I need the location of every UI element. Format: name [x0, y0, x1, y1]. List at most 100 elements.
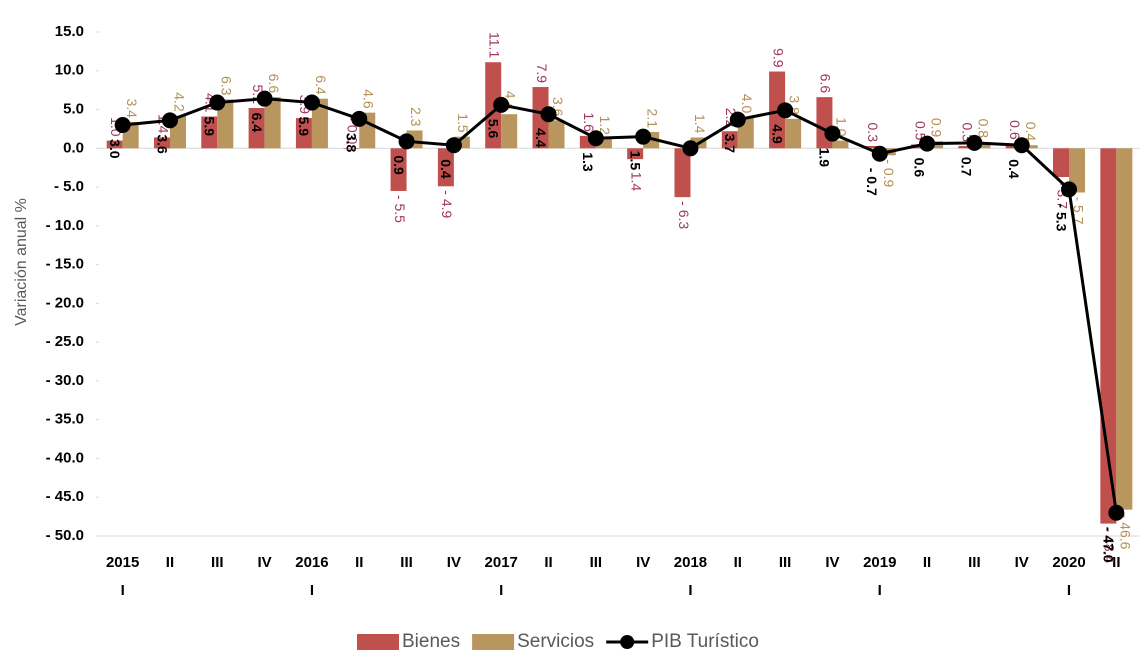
- x-tick-label: II: [544, 554, 552, 571]
- bar: [106, 140, 123, 149]
- line-marker: [919, 135, 936, 152]
- y-tick-label: - 15.0: [46, 256, 84, 273]
- bar: [437, 148, 454, 187]
- line-marker: [351, 110, 368, 127]
- bar: [958, 145, 975, 149]
- x-tick-label: I: [688, 582, 692, 599]
- line-marker: [729, 111, 746, 128]
- line-marker: [1061, 181, 1078, 198]
- value-label: 6.3: [219, 76, 235, 96]
- line-marker: [682, 140, 699, 157]
- bar: [311, 98, 328, 149]
- value-label: - 0.7: [864, 168, 880, 196]
- value-label: - 46.6: [1118, 514, 1134, 550]
- value-label: 3.7: [722, 134, 738, 154]
- bar: [627, 148, 644, 160]
- value-label: 1.6: [581, 112, 597, 132]
- value-label: - 5.3: [1053, 203, 1069, 231]
- value-label: 4.0: [739, 94, 755, 114]
- x-tick-label: IV: [1015, 554, 1029, 571]
- value-label: 2.1: [644, 109, 660, 129]
- bar: [1021, 145, 1038, 149]
- x-tick-label: IV: [447, 554, 461, 571]
- value-label: 0.7: [959, 157, 975, 177]
- line-marker: [635, 128, 652, 145]
- value-label: 5.9: [296, 117, 312, 137]
- x-tick-label: II: [734, 554, 742, 571]
- value-label: 0.4: [438, 159, 454, 179]
- value-label: 1.5: [455, 113, 471, 133]
- x-tick-label: II: [166, 554, 174, 571]
- value-label: 0.4: [1006, 159, 1022, 179]
- value-label: 9.9: [770, 48, 786, 68]
- bar: [201, 116, 218, 149]
- x-tick-label: III: [968, 554, 981, 571]
- bar: [674, 148, 691, 198]
- x-tick-label: IV: [258, 554, 272, 571]
- bar: [1116, 148, 1133, 510]
- value-label: 2.3: [408, 107, 424, 127]
- line-marker: [871, 145, 888, 162]
- y-tick-label: - 25.0: [46, 333, 84, 350]
- y-tick-label: - 20.0: [46, 294, 84, 311]
- line-marker: [445, 137, 462, 154]
- x-tick-label: IV: [825, 554, 839, 571]
- y-axis-title: Variación anual %: [13, 198, 30, 326]
- bar: [595, 139, 612, 149]
- legend-label: PIB Turístico: [651, 631, 759, 652]
- value-label: 4.2: [171, 92, 187, 112]
- bar: [832, 140, 849, 149]
- bar: [974, 142, 991, 149]
- x-tick-label: III: [779, 554, 792, 571]
- legend-label: Bienes: [402, 631, 460, 652]
- x-tick-label: I: [499, 582, 503, 599]
- y-tick-label: - 30.0: [46, 372, 84, 389]
- x-tick-label: II: [355, 554, 363, 571]
- x-tick-label: II: [1112, 554, 1120, 571]
- line-marker: [587, 130, 604, 147]
- value-label: - 47.0: [1101, 527, 1117, 563]
- x-tick-label: I: [310, 582, 314, 599]
- value-label: 0.9: [928, 118, 944, 138]
- x-tick-label: I: [878, 582, 882, 599]
- value-label: 4.6: [361, 89, 377, 109]
- value-label: 0.6: [911, 158, 927, 178]
- x-tick-label: I: [121, 582, 125, 599]
- line-marker: [777, 102, 794, 119]
- legend-swatch: [357, 634, 399, 650]
- bar: [501, 114, 518, 149]
- x-tick-label: 2019: [863, 554, 896, 571]
- x-tick-label: II: [923, 554, 931, 571]
- value-label: 6.6: [266, 74, 282, 94]
- value-label: 0.4: [1023, 122, 1039, 142]
- x-tick-label: 2020: [1052, 554, 1085, 571]
- y-tick-label: - 5.0: [54, 178, 84, 195]
- line-marker: [824, 125, 841, 142]
- line: [122, 97, 1118, 513]
- bar: [721, 131, 738, 149]
- bar: [769, 71, 786, 149]
- line-marker: [114, 117, 131, 134]
- x-tick-label: III: [590, 554, 603, 571]
- value-label: 0.6: [1007, 120, 1023, 140]
- line-marker: [161, 112, 178, 129]
- bar: [1053, 148, 1070, 177]
- value-label: 1.3: [580, 152, 596, 172]
- y-tick-label: - 35.0: [46, 411, 84, 428]
- bar: [453, 136, 470, 149]
- x-tick-label: 2016: [295, 554, 328, 571]
- value-label: 1.2: [597, 116, 613, 136]
- value-label: 0.3: [865, 123, 881, 143]
- bar: [863, 145, 880, 149]
- x-tick-label: III: [400, 554, 413, 571]
- line-marker: [966, 134, 983, 151]
- value-label: 1.4: [692, 114, 708, 134]
- x-tick-label: IV: [636, 554, 650, 571]
- legend-marker: [620, 635, 635, 649]
- line-marker: [493, 96, 510, 113]
- x-tick-label: 2018: [674, 554, 707, 571]
- bar: [248, 107, 265, 149]
- bar: [217, 99, 234, 149]
- value-label: 1.5: [627, 151, 643, 171]
